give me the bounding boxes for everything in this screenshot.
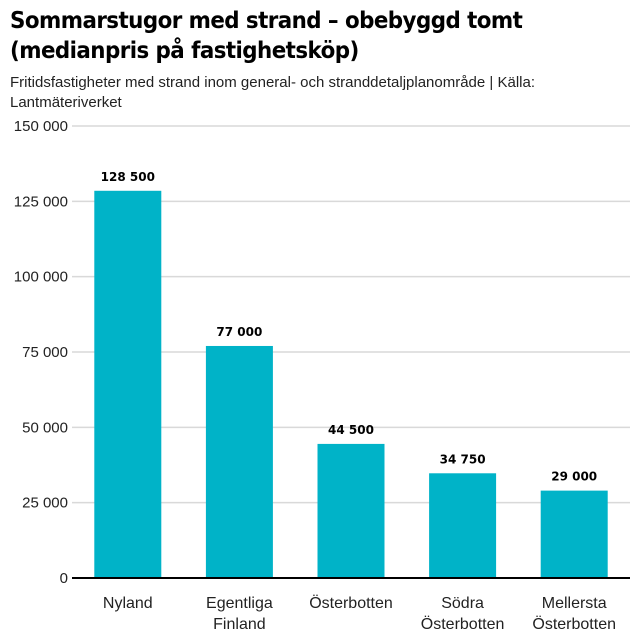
data-labels: 128 500 77 000 44 500 34 750 29 000 (101, 170, 598, 484)
x-tick-label: Mellersta (542, 595, 607, 612)
bar (429, 473, 497, 578)
bar (540, 490, 608, 578)
x-tick-label: Finland (213, 616, 265, 633)
bar (205, 345, 273, 578)
y-tick-label: 125 000 (14, 193, 68, 210)
data-label: 34 750 (440, 452, 486, 466)
x-tick-label: Österbotten (421, 615, 505, 633)
y-tick-label: 75 000 (22, 344, 68, 361)
data-label: 29 000 (551, 470, 597, 484)
chart-title-line-1: Sommarstugor med strand – obebyggd tomt (10, 8, 523, 34)
x-tick-label: Österbotten (532, 615, 616, 633)
bars (94, 190, 608, 578)
data-label: 77 000 (216, 325, 262, 339)
bar (94, 190, 162, 578)
x-tick-label: Södra (441, 595, 484, 612)
x-tick-label: Nyland (103, 595, 153, 612)
data-label: 44 500 (328, 423, 374, 437)
data-label: 128 500 (101, 170, 155, 184)
y-tick-label: 150 000 (14, 118, 68, 135)
y-axis-ticks: 0 25 000 50 000 75 000 100 000 125 000 150 000 (14, 118, 68, 587)
x-tick-label: Egentliga (206, 595, 273, 612)
y-tick-label: 25 000 (22, 495, 68, 512)
y-tick-label: 0 (60, 570, 68, 587)
chart-title-line-2: (medianpris på fastighetsköp) (10, 38, 359, 64)
chart-subtitle-line-2: Lantmäteriverket (10, 94, 122, 111)
y-tick-label: 50 000 (22, 419, 68, 436)
x-axis-labels: Nyland Egentliga Finland Österbotten Södra Ös… (103, 594, 616, 633)
chart-title: Sommarstugor med strand – obebyggd tomt … (10, 6, 587, 66)
chart-subtitle-line-1: Fritidsfastigheter med strand inom gener… (10, 74, 535, 91)
x-tick-label: Österbotten (309, 594, 393, 612)
bar (317, 443, 385, 578)
chart-subtitle: Fritidsfastigheter med strand inom gener… (10, 73, 620, 113)
y-tick-label: 100 000 (14, 269, 68, 286)
